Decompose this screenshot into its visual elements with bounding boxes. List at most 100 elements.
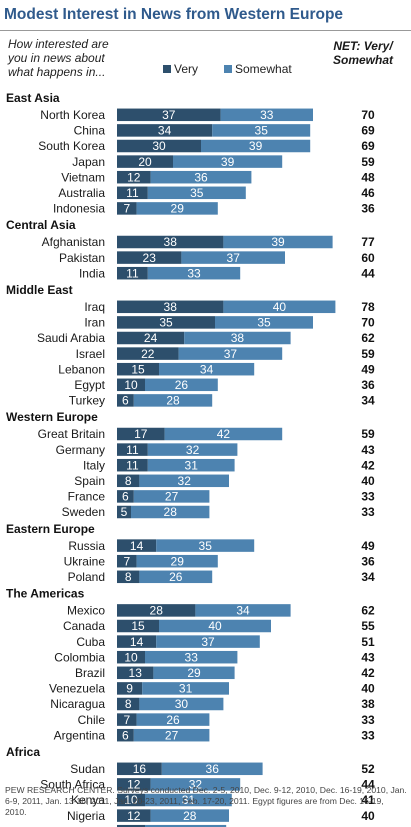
group-heading: Africa [6,745,40,759]
value-label-somewhat: 33 [260,108,274,122]
country-label: Israel [76,347,105,361]
bar-very [117,474,140,488]
net-value: 39 [361,824,375,827]
value-label-very: 11 [126,443,139,457]
bar-very [117,505,131,519]
value-label-very: 37 [162,108,176,122]
bar-somewhat [136,713,210,726]
bar-very [117,170,151,184]
value-label-somewhat: 29 [171,202,185,216]
bar-somewhat [133,394,213,407]
value-label-somewhat: 31 [185,458,199,472]
net-value: 44 [361,266,375,280]
bar-somewhat [145,824,227,827]
country-label: Vietnam [61,170,105,184]
value-label-very: 6 [122,728,129,742]
bar-very [117,394,134,407]
net-value: 36 [361,378,375,392]
bar-somewhat [150,170,252,184]
bar-very [117,713,137,726]
value-label-somewhat: 29 [171,554,185,568]
value-label-somewhat: 27 [165,728,179,742]
net-value: 42 [361,458,375,472]
country-label: Germany [56,443,105,457]
bar-somewhat [201,139,311,153]
bar-somewhat [142,682,229,695]
bar-somewhat [131,505,210,519]
net-value: 48 [361,170,375,184]
country-label: Somalia [62,824,106,827]
bar-somewhat [223,235,333,249]
value-label-somewhat: 37 [224,347,238,361]
bar-very [117,793,145,807]
net-value: 55 [361,619,375,633]
value-label-very: 7 [123,554,130,568]
net-value: 52 [361,762,375,776]
value-label-very: 13 [129,666,143,680]
legend-very: Very [163,62,198,76]
bar-somewhat [139,474,229,488]
value-label-somewhat: 42 [217,427,231,441]
value-label-very: 10 [124,378,138,392]
country-label: Japan [72,155,105,169]
bar-somewhat [136,554,218,568]
country-label: Iraq [84,300,105,314]
value-label-somewhat: 32 [178,474,192,488]
value-label-very: 7 [123,202,130,216]
bar-somewhat [139,570,213,584]
bar-very [117,139,201,153]
net-value: 33 [361,490,375,504]
country-label: Sweden [62,505,105,519]
legend-very-label: Very [174,62,199,76]
net-value: 40 [361,682,375,696]
net-value: 69 [361,139,375,153]
value-label-somewhat: 33 [185,650,199,664]
bar-somewhat [153,666,235,680]
net-value: 59 [361,427,375,441]
bar-very [117,604,196,617]
value-label-somewhat: 28 [183,809,197,823]
bar-somewhat [178,347,283,360]
value-label-somewhat: 30 [175,697,189,711]
bar-very [117,824,145,827]
bar-very [117,300,224,314]
bar-very [117,490,134,503]
country-label: Canada [63,619,105,633]
value-label-somewhat: 40 [208,619,222,633]
country-label: Saudi Arabia [37,331,105,345]
value-label-very: 34 [158,124,172,138]
value-label-somewhat: 36 [206,762,220,776]
country-label: Russia [68,539,105,553]
bar-very [117,778,151,791]
bar-somewhat [133,728,210,742]
bar-very [117,155,173,168]
value-label-somewhat: 39 [249,139,263,153]
bar-very [117,443,148,456]
bar-very [117,316,215,329]
value-label-somewhat: 32 [186,443,200,457]
bar-somewhat [156,539,255,552]
value-label-very: 17 [134,427,148,441]
bar-very [117,378,145,392]
value-label-somewhat: 34 [236,604,250,618]
value-label-very: 7 [123,713,130,727]
bar-very [117,554,137,568]
net-value: 33 [361,713,375,727]
value-label-very: 38 [164,235,178,249]
value-label-very: 30 [152,139,166,153]
bar-somewhat [145,650,238,664]
value-label-very: 15 [131,362,145,376]
value-label-somewhat: 26 [175,378,189,392]
value-label-very: 15 [131,619,145,633]
bar-somewhat [156,635,260,648]
value-label-very: 11 [126,186,139,200]
bar-very [117,728,134,742]
bar-somewhat [159,362,255,376]
bar-somewhat [150,809,229,822]
value-label-somewhat: 28 [164,505,178,519]
legend-somewhat-label: Somewhat [235,62,292,76]
bar-very [117,124,213,137]
legend-very-swatch [163,65,171,73]
net-value: 59 [361,155,375,169]
net-value: 49 [361,539,375,553]
